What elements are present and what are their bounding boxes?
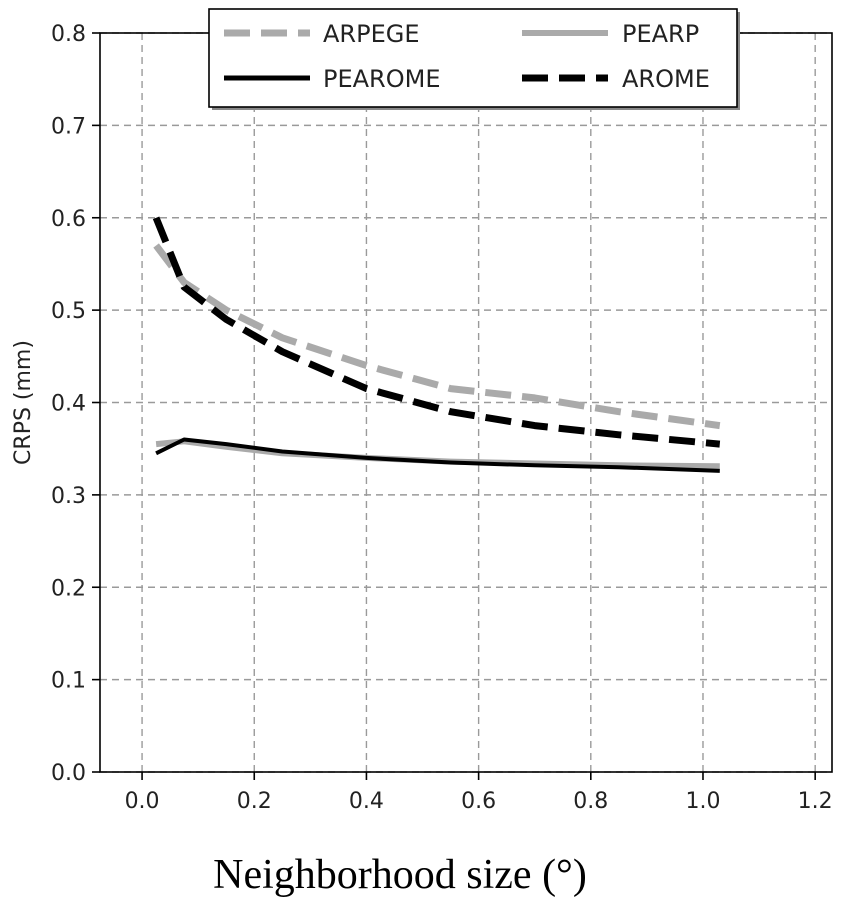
legend-label-arpege: ARPEGE	[323, 20, 420, 48]
x-tick-label: 0.8	[573, 789, 608, 814]
y-ticks: 0.0 0.1 0.2 0.3 0.4 0.5 0.6 0.7 0.8	[51, 22, 100, 786]
grid	[100, 32, 832, 773]
legend: ARPEGE PEARP PEAROME AROME	[208, 8, 740, 110]
y-tick-label: 0.0	[51, 761, 86, 786]
series-line-arpege	[153, 243, 721, 430]
legend-label-pearome: PEAROME	[323, 65, 441, 93]
legend-label-pearp: PEARP	[622, 20, 699, 48]
y-tick-label: 0.7	[51, 114, 86, 139]
x-axis-label: Neighborhood size (°)	[213, 852, 587, 898]
y-tick-label: 0.4	[51, 392, 86, 417]
series-line-pearome	[155, 437, 720, 473]
series-line-arome	[152, 216, 721, 448]
x-ticks: 0.0 0.2 0.4 0.6 0.8 1.0 1.2	[125, 772, 833, 814]
y-tick-label: 0.2	[51, 576, 86, 601]
x-tick-label: 1.2	[798, 789, 833, 814]
y-tick-label: 0.1	[51, 669, 86, 694]
y-tick-label: 0.6	[51, 207, 86, 232]
y-tick-label: 0.8	[51, 22, 86, 47]
series-layer	[152, 216, 721, 473]
x-tick-label: 0.2	[237, 789, 272, 814]
x-tick-label: 0.6	[461, 789, 496, 814]
y-axis-label: CRPS (mm)	[11, 340, 36, 465]
legend-label-arome: AROME	[622, 65, 710, 93]
legend-box	[208, 8, 738, 108]
x-tick-label: 0.0	[125, 789, 160, 814]
x-tick-label: 1.0	[685, 789, 720, 814]
y-tick-label: 0.5	[51, 299, 86, 324]
x-tick-label: 0.4	[349, 789, 384, 814]
y-tick-label: 0.3	[51, 484, 86, 509]
